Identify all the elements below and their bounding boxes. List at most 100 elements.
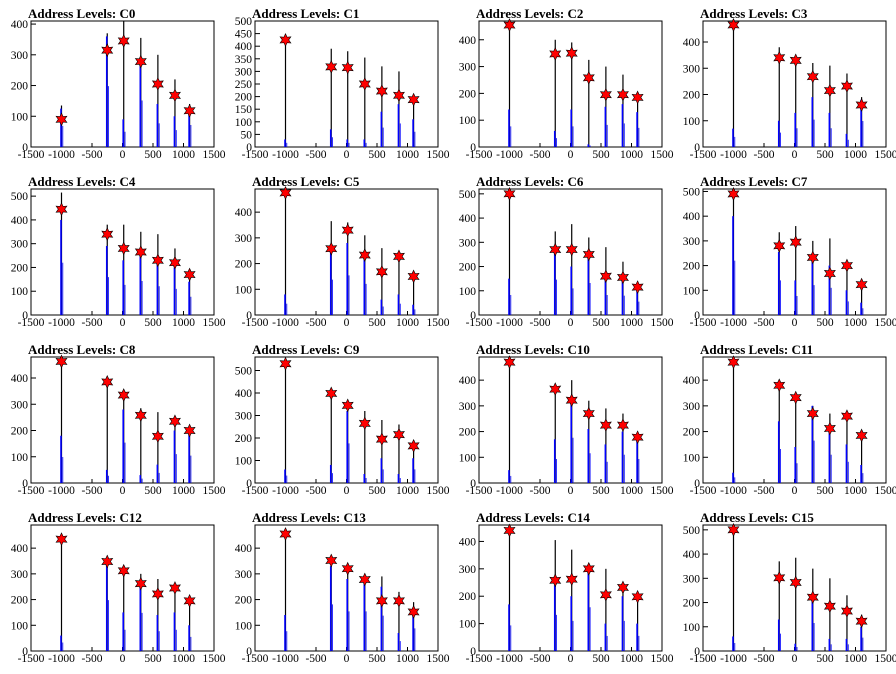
y-tick-label: 400 (459, 35, 477, 47)
x-tick-label: -1500 (242, 149, 269, 161)
y-tick-label: 200 (235, 259, 253, 271)
x-tick-label: 1000 (172, 317, 195, 329)
peak-marker (359, 573, 370, 585)
y-tick-label: 300 (683, 573, 701, 585)
peak-marker (377, 595, 388, 607)
x-tick-label: 1000 (172, 653, 195, 665)
peak-marker (825, 84, 836, 96)
y-tick-label: 200 (235, 595, 253, 607)
chart-title: Address Levels: C6 (476, 174, 584, 189)
y-tick-label: 500 (235, 16, 253, 28)
peak-marker (408, 93, 419, 105)
x-tick-label: 1000 (844, 653, 867, 665)
y-tick-label: 500 (683, 186, 701, 198)
peak-marker (601, 419, 612, 431)
y-tick-label: 450 (235, 29, 253, 41)
x-tick-label: -1000 (720, 149, 747, 161)
peak-marker (601, 589, 612, 601)
y-tick-label: 500 (235, 366, 253, 378)
peak-marker (135, 55, 146, 67)
x-tick-label: 1500 (651, 485, 674, 497)
x-tick-label: -1000 (496, 485, 523, 497)
x-tick-label: -500 (305, 149, 326, 161)
y-tick-label: 200 (683, 261, 701, 273)
x-tick-label: -1500 (242, 485, 269, 497)
y-tick-label: 200 (11, 595, 29, 607)
y-tick-label: 100 (683, 452, 701, 464)
chart-title: Address Levels: C2 (476, 6, 583, 21)
y-tick-label: 400 (235, 543, 253, 555)
chart-panel: Address Levels: C20100200300400-1500-100… (469, 5, 669, 170)
x-tick-label: 500 (368, 485, 386, 497)
peak-marker (566, 47, 577, 59)
peak-marker (118, 35, 129, 47)
y-tick-label: 400 (459, 213, 477, 225)
y-tick-label: 150 (235, 104, 253, 116)
chart-title: Address Levels: C4 (28, 174, 136, 189)
x-tick-label: -1500 (18, 485, 45, 497)
y-tick-label: 200 (459, 427, 477, 439)
x-tick-label: -500 (753, 485, 774, 497)
x-tick-label: -1000 (496, 149, 523, 161)
y-tick-label: 500 (683, 525, 701, 537)
peak-marker (118, 565, 129, 577)
x-tick-label: 1500 (651, 149, 674, 161)
y-tick-label: 200 (459, 262, 477, 274)
x-tick-label: 500 (144, 653, 162, 665)
y-tick-label: 300 (459, 237, 477, 249)
x-tick-label: 500 (592, 653, 610, 665)
y-tick-label: 300 (235, 66, 253, 78)
chart-panel: Address Levels: C60100200300400500-1500-… (469, 173, 669, 338)
peak-marker (566, 573, 577, 585)
peak-marker (790, 576, 801, 588)
peak-marker (118, 242, 129, 254)
x-tick-label: -1000 (720, 485, 747, 497)
peak-marker (359, 417, 370, 429)
x-tick-label: 1000 (396, 317, 419, 329)
x-tick-label: 1000 (172, 149, 195, 161)
peak-marker (394, 89, 405, 101)
peak-marker (153, 254, 164, 266)
y-tick-label: 400 (11, 543, 29, 555)
plot-frame (703, 525, 886, 651)
x-tick-label: 500 (592, 149, 610, 161)
peak-marker (632, 431, 643, 443)
peak-marker (377, 266, 388, 278)
x-tick-label: -1500 (690, 653, 717, 665)
peak-marker (170, 415, 181, 427)
chart-title: Address Levels: C13 (252, 510, 366, 525)
chart-title: Address Levels: C11 (700, 342, 813, 357)
peak-marker (342, 224, 353, 236)
x-tick-label: 500 (816, 317, 834, 329)
chart-panel: Address Levels: C120100200300400-1500-10… (21, 509, 221, 674)
peak-marker (184, 595, 195, 607)
peak-marker (326, 242, 337, 254)
peak-marker (102, 228, 113, 240)
x-tick-label: -1000 (496, 653, 523, 665)
peak-marker (856, 99, 867, 111)
y-tick-label: 400 (683, 37, 701, 49)
peak-marker (825, 422, 836, 434)
x-tick-label: -1500 (466, 485, 493, 497)
chart-title: Address Levels: C14 (476, 510, 590, 525)
x-tick-label: -1000 (720, 317, 747, 329)
chart-title: Address Levels: C1 (252, 6, 359, 21)
peak-marker (56, 203, 67, 215)
y-tick-label: 100 (459, 452, 477, 464)
peak-marker (856, 429, 867, 441)
peak-marker (102, 376, 113, 388)
chart-panel: Address Levels: C110100200300400-1500-10… (693, 341, 893, 506)
peak-marker (566, 243, 577, 255)
x-tick-label: 500 (368, 149, 386, 161)
y-tick-label: 500 (11, 191, 29, 203)
x-tick-label: 500 (816, 653, 834, 665)
x-tick-label: -1500 (18, 317, 45, 329)
peak-marker (583, 407, 594, 419)
y-tick-label: 300 (683, 401, 701, 413)
y-tick-label: 350 (235, 54, 253, 66)
x-tick-label: 1500 (875, 485, 896, 497)
x-tick-label: -1500 (242, 653, 269, 665)
y-tick-label: 500 (459, 189, 477, 201)
x-tick-label: 1500 (427, 485, 450, 497)
